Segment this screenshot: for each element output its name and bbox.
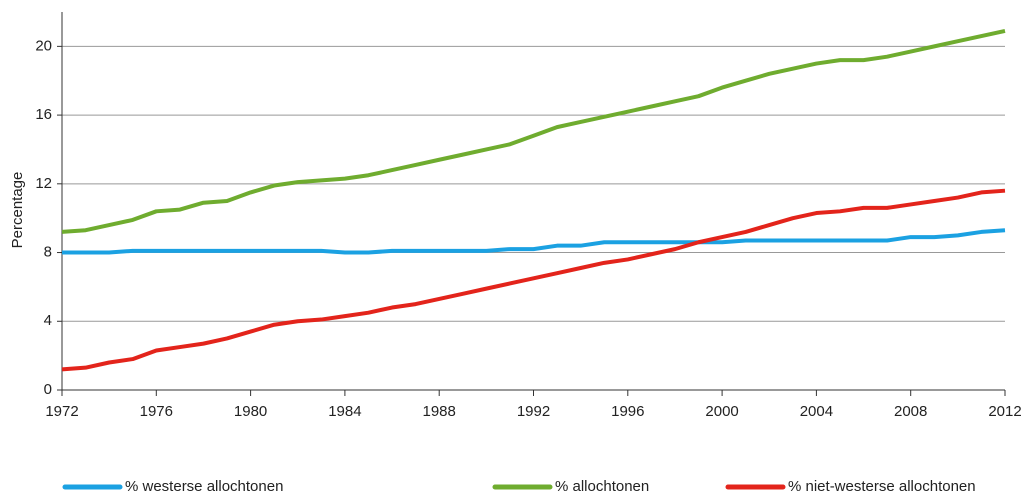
y-axis-label: Percentage	[9, 172, 26, 249]
x-tick-label: 1996	[611, 403, 644, 420]
y-tick-label: 0	[44, 381, 52, 398]
y-tick-label: 20	[35, 37, 52, 54]
y-tick-label: 12	[35, 175, 52, 192]
x-tick-label: 2000	[705, 403, 738, 420]
x-tick-label: 1984	[328, 403, 361, 420]
legend-label: % allochtonen	[555, 478, 649, 495]
y-tick-label: 16	[35, 106, 52, 123]
legend-label: % niet-westerse allochtonen	[788, 478, 976, 495]
y-tick-label: 8	[44, 244, 52, 261]
x-tick-label: 1976	[140, 403, 173, 420]
y-tick-label: 4	[44, 312, 52, 329]
x-tick-label: 2012	[988, 403, 1021, 420]
series-line	[61, 28, 1006, 234]
x-tick-label: 2008	[894, 403, 927, 420]
x-tick-label: 1992	[517, 403, 550, 420]
x-tick-label: 1988	[423, 403, 456, 420]
series-line	[62, 228, 1006, 255]
series-line	[61, 188, 1006, 372]
legend-label: % westerse allochtonen	[125, 478, 283, 495]
x-tick-label: 1972	[45, 403, 78, 420]
x-tick-label: 2004	[800, 403, 833, 420]
x-tick-label: 1980	[234, 403, 267, 420]
